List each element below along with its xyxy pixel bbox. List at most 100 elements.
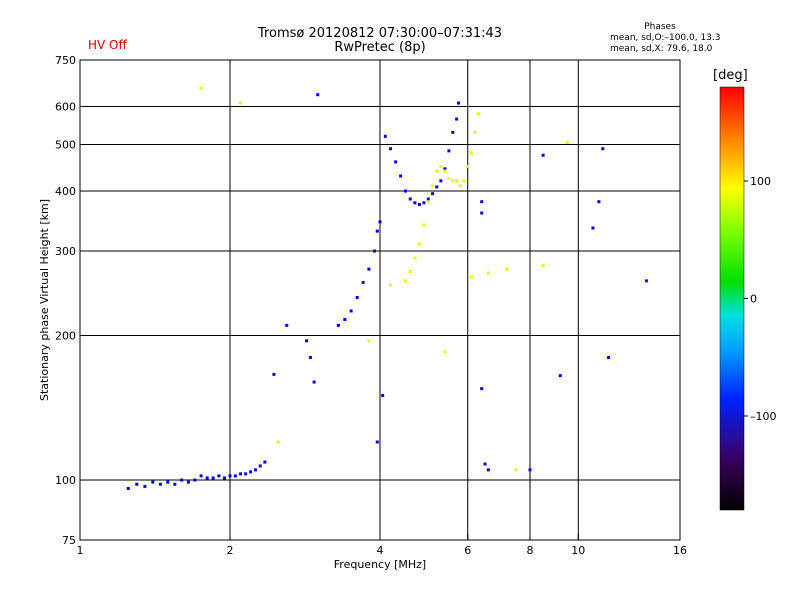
echo-point [451,130,455,134]
echo-point [462,179,466,183]
echo-point [383,134,387,138]
echo-point [239,101,243,105]
echo-point [180,478,184,482]
echo-point [435,169,439,173]
colorbar-tick-label: –100 [750,410,777,423]
echo-point [228,474,232,478]
echo-point [457,101,461,105]
echo-point [644,279,648,283]
echo-point [505,267,509,271]
echo-point [361,280,365,284]
echo-point [308,355,312,359]
phase-stats-title: Phases [644,22,676,32]
colorbar-label: [deg] [713,68,748,83]
y-axis-ticks: 75 100 200 300 400 500 600 750 [55,54,86,547]
echo-point [607,355,611,359]
echo-point [143,484,147,488]
echo-point [316,93,320,97]
echo-point [480,211,484,215]
echo-point [135,482,139,486]
echo-point [458,184,462,188]
echo-point [480,387,484,391]
colorbar-ticks: 100 0 –100 [744,175,777,423]
echo-point [233,474,237,478]
echo-point [211,476,215,480]
x-tick-label: 2 [227,544,234,557]
echo-point [422,223,426,227]
echo-point [367,339,371,343]
echo-point [244,472,248,476]
echo-point [480,200,484,204]
echo-point [336,323,340,327]
echo-point [312,380,316,384]
echo-point [476,112,480,116]
echo-point [367,267,371,271]
echo-point [258,464,262,468]
echo-point [447,149,451,153]
echo-point [417,202,421,206]
hv-status-label: HV Off [88,38,127,52]
echo-point [443,350,447,354]
echo-point [431,184,435,188]
echo-point [541,263,545,267]
y-tick-label: 300 [55,245,76,258]
echo-point [373,249,377,253]
echo-point [158,482,162,486]
phase-stats-x: mean, sd,X: 79.6, 18.0 [610,44,713,54]
chart-subtitle: RwPretec (8p) [334,40,426,55]
echo-point [443,169,447,173]
x-axis-ticks: 1 2 4 6 8 10 16 [77,534,687,557]
echo-point [272,372,276,376]
echo-point [239,472,243,476]
echo-point [426,200,430,204]
y-tick-label: 200 [55,330,76,343]
x-tick-label: 8 [527,544,534,557]
echo-point [408,269,412,273]
x-axis-label: Frequency [MHz] [334,558,426,571]
echo-point [378,220,382,224]
echo-point [199,474,203,478]
echo-point [413,256,417,260]
echo-point [469,275,473,279]
echo-point [381,394,385,398]
echo-point [439,164,443,168]
echo-point [355,296,359,300]
echo-point [403,279,407,283]
echo-point [126,487,130,491]
echo-point [151,480,155,484]
echo-point [541,153,545,157]
echo-point [443,167,447,171]
phase-stats-o: mean, sd,O:–100.0, 13.3 [610,33,721,43]
x-tick-label: 10 [571,544,585,557]
y-axis-label: Stationary phase Virtual Height [km] [38,199,51,401]
echo-point [591,226,595,230]
echo-point [473,130,477,134]
echo-point [422,201,426,205]
echo-point [253,468,257,472]
echo-point [343,317,347,321]
echo-point [193,478,197,482]
phase-colorbar [719,86,745,511]
echo-point [173,482,177,486]
echo-point [375,229,379,233]
echo-point [455,179,459,183]
echo-point [486,271,490,275]
echo-point [435,185,439,189]
echo-point [426,197,430,201]
echo-point [417,242,421,246]
echo-point [305,339,309,343]
echo-point [389,147,393,151]
echo-point [263,460,267,464]
y-tick-label: 400 [55,185,76,198]
echo-point [166,480,170,484]
y-tick-label: 75 [62,534,76,547]
x-tick-label: 4 [377,544,384,557]
echo-point [349,309,353,313]
y-tick-label: 750 [55,54,76,67]
echo-point [514,468,518,472]
echo-point [249,470,253,474]
echo-point [199,86,203,90]
echo-point [186,480,190,484]
